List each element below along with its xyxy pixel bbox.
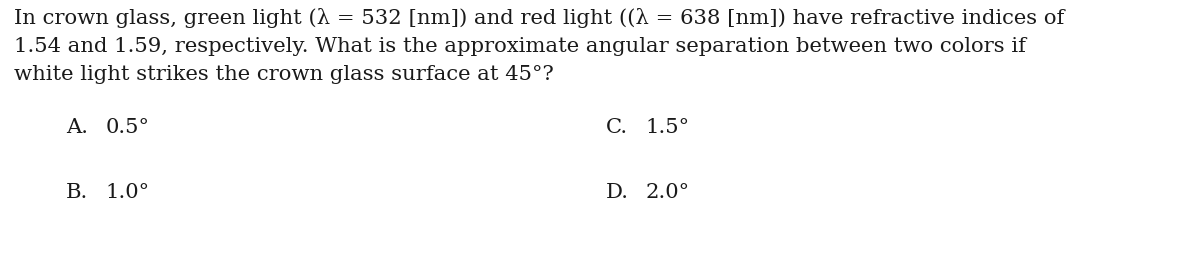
Text: 0.5°: 0.5°: [106, 118, 150, 137]
Text: B.: B.: [66, 183, 89, 202]
Text: A.: A.: [66, 118, 88, 137]
Text: C.: C.: [606, 118, 628, 137]
Text: 1.5°: 1.5°: [646, 118, 690, 137]
Text: In crown glass, green light (λ = 532 [nm]) and red light ((λ = 638 [nm]) have re: In crown glass, green light (λ = 532 [nm…: [14, 8, 1064, 84]
Text: 1.0°: 1.0°: [106, 183, 150, 202]
Text: D.: D.: [606, 183, 629, 202]
Text: 2.0°: 2.0°: [646, 183, 690, 202]
